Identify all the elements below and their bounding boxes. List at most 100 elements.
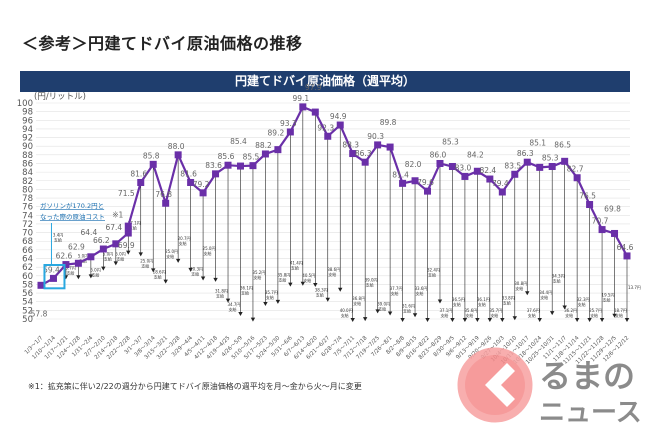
subsidy-amount-label: 35.7円 xyxy=(489,308,502,313)
subsidy-label: 支給 xyxy=(104,255,112,261)
subsidy-amount-label: 38.6円 xyxy=(327,267,340,272)
subsidy-amount-label: 39.0円 xyxy=(365,277,378,282)
data-label: 94.9 xyxy=(330,112,347,121)
subsidy-label: 支給 xyxy=(553,277,561,283)
subsidy-label: 支給 xyxy=(204,250,212,256)
data-point xyxy=(224,161,232,169)
data-point xyxy=(573,174,581,182)
subsidy-arrow-head xyxy=(101,266,106,271)
subsidy-amount-label: 18.7円 xyxy=(614,308,627,313)
y-tick-label: 86 xyxy=(22,159,33,169)
subsidy-amount-label: 34.3円 xyxy=(552,273,565,278)
subsidy-arrow-head xyxy=(500,318,505,323)
subsidy-label: 支給 xyxy=(54,236,62,242)
data-point xyxy=(49,274,57,282)
subsidy-arrow-head xyxy=(88,274,94,279)
subsidy-arrow-head xyxy=(250,317,256,322)
data-point xyxy=(586,201,594,209)
subsidy-label: 支給 xyxy=(228,306,236,312)
data-point xyxy=(162,199,170,207)
data-point xyxy=(448,163,456,171)
subsidy-label: 支給 xyxy=(540,294,548,300)
subsidy-arrow-head xyxy=(350,318,355,323)
data-point xyxy=(261,150,269,158)
subsidy-amount-label: 35.6円 xyxy=(464,308,477,313)
data-label: 83.0 xyxy=(455,163,472,172)
subsidy-arrow-head xyxy=(200,276,206,281)
data-label: 85.4 xyxy=(230,137,247,146)
data-point xyxy=(149,160,157,168)
data-point xyxy=(399,179,407,187)
subsidy-label: 支給 xyxy=(191,271,199,277)
data-point xyxy=(311,108,319,116)
subsidy-amount-label: 33.6円 xyxy=(415,286,428,291)
subsidy-arrow-head xyxy=(574,318,580,323)
subsidy-amount-label: 20.3円 xyxy=(190,267,203,272)
data-label: 82.0 xyxy=(405,160,422,169)
y-tick-label: 52 xyxy=(22,306,33,316)
data-point xyxy=(486,175,494,183)
data-point xyxy=(299,103,307,111)
data-point xyxy=(598,226,606,234)
data-point xyxy=(473,167,481,175)
subsidy-arrow-head xyxy=(624,318,630,323)
svg-text:るまの: るまの xyxy=(539,357,635,395)
subsidy-amount-label: 17.1円 xyxy=(128,220,141,225)
data-label: 86.5 xyxy=(554,140,571,149)
subsidy-label: 支給 xyxy=(391,290,399,296)
subsidy-label: 支給 xyxy=(341,312,349,318)
subsidy-amount-label: 30.8円 xyxy=(514,281,527,286)
data-label: 97.9 xyxy=(305,83,322,92)
data-label: 76.8 xyxy=(155,190,172,199)
subsidy-arrow-head xyxy=(338,287,343,292)
subsidy-amount-label: 5.0円 xyxy=(115,252,125,257)
data-label: 99.1 xyxy=(292,94,309,103)
subsidy-label: 支給 xyxy=(66,269,74,275)
data-point xyxy=(274,146,282,154)
y-tick-label: 88 xyxy=(22,151,33,161)
subsidy-amount-label: 34.7円 xyxy=(227,302,240,307)
subsidy-arrow-head xyxy=(549,311,555,316)
data-point xyxy=(199,189,207,197)
subsidy-arrow-head xyxy=(412,313,418,318)
subsidy-arrow-head xyxy=(163,279,168,284)
data-label: 93.3 xyxy=(280,119,297,128)
data-point xyxy=(137,178,145,186)
annotation-note: ※1 xyxy=(112,210,123,219)
subsidy-arrow-head xyxy=(525,291,530,296)
data-point xyxy=(212,170,220,178)
data-label: 88.2 xyxy=(255,141,272,150)
subsidy-arrow-head xyxy=(238,311,243,316)
data-point xyxy=(349,150,357,158)
y-tick-label: 60 xyxy=(22,272,33,282)
y-tick-label: 74 xyxy=(22,211,33,221)
subsidy-amount-label: 25.0円 xyxy=(203,246,216,251)
subsidy-arrow-head xyxy=(325,297,330,302)
data-label: 70.7 xyxy=(592,217,609,226)
subsidy-label: 支給 xyxy=(166,253,174,259)
data-point xyxy=(411,177,419,185)
subsidy-label: 支給 xyxy=(428,271,436,277)
subsidy-amount-label: 36.5円 xyxy=(452,297,465,302)
subsidy-amount-label: 31.6円 xyxy=(402,303,415,308)
data-label: 92.3 xyxy=(317,123,334,132)
subsidy-amount-label: 40.0円 xyxy=(340,308,353,313)
data-point xyxy=(236,162,244,170)
data-label: 79.4 xyxy=(492,179,509,188)
data-point xyxy=(461,172,469,180)
subsidy-amount-label: 5.0円 xyxy=(103,251,113,256)
data-point xyxy=(62,261,70,269)
data-point xyxy=(187,178,195,186)
subsidy-arrow-head xyxy=(475,318,480,323)
data-point xyxy=(623,252,631,260)
subsidy-amount-label: 40.5円 xyxy=(302,273,315,278)
subsidy-arrow-head xyxy=(437,299,443,304)
subsidy-label: 支給 xyxy=(241,290,249,296)
data-label: 85.1 xyxy=(529,138,546,147)
subsidy-label: 支給 xyxy=(116,256,124,262)
data-point xyxy=(561,157,569,165)
subsidy-label: 支給 xyxy=(528,312,536,318)
subsidy-label: 支給 xyxy=(416,290,424,296)
data-point xyxy=(523,158,531,166)
subsidy-label: 支給 xyxy=(615,312,623,318)
